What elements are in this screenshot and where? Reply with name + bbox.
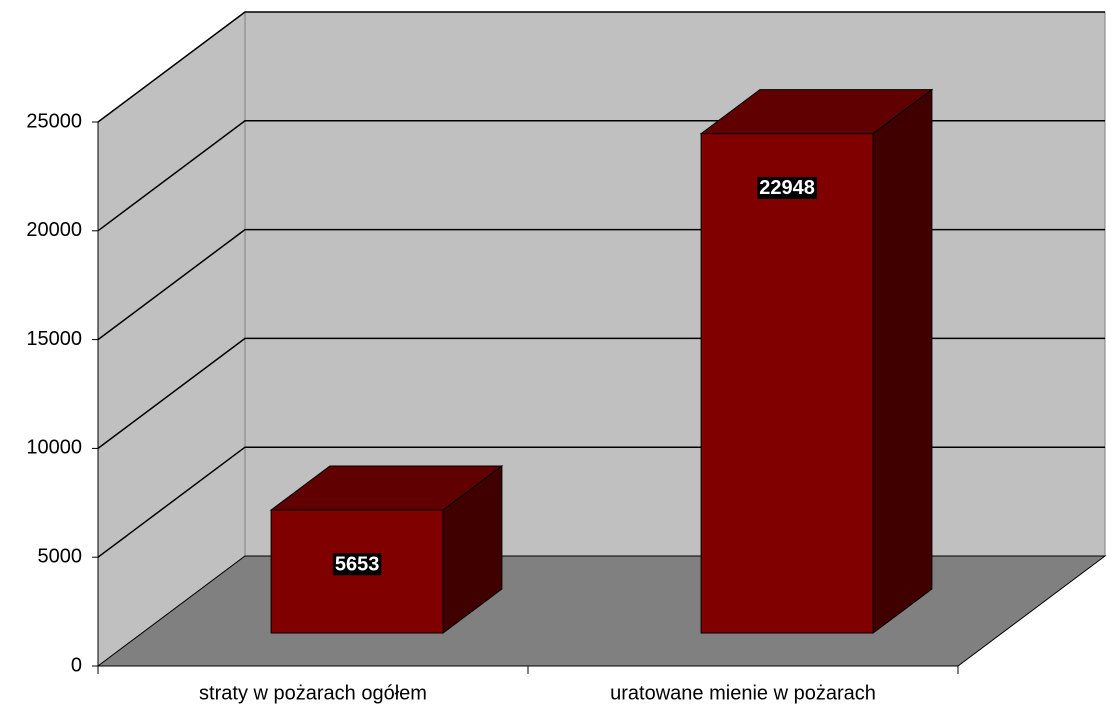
y-tick-label: 10000 — [26, 437, 82, 459]
value-label: 5653 — [335, 553, 380, 575]
x-tick-label: straty w pożarach ogółem — [199, 682, 427, 704]
y-tick-label: 0 — [71, 654, 82, 676]
bar-front — [700, 133, 874, 634]
grid-line — [97, 11, 1105, 123]
y-tick-label: 20000 — [26, 219, 82, 241]
value-label-bg — [332, 553, 382, 576]
bar — [269, 464, 504, 634]
bar-side — [872, 88, 933, 634]
value-label: 22948 — [759, 177, 815, 199]
bar — [699, 88, 934, 634]
x-tick-label: uratowane mienie w pożarach — [610, 682, 876, 704]
y-tick-label: 15000 — [26, 328, 82, 350]
floor — [96, 555, 1107, 667]
y-tick-label: 25000 — [26, 110, 82, 132]
side-wall — [97, 11, 246, 667]
value-label-bg — [757, 176, 817, 199]
y-tick-label: 5000 — [38, 545, 83, 567]
